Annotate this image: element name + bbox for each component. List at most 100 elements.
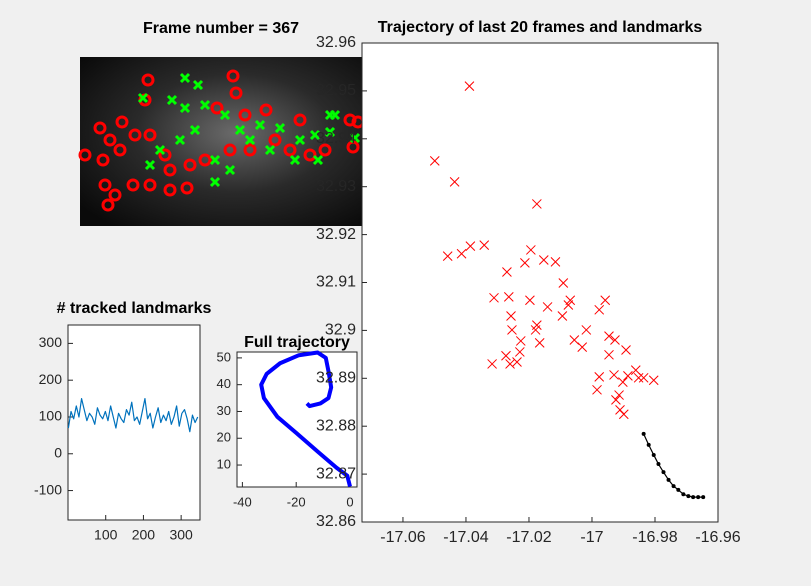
marker-dot [676,487,681,492]
marker-x [274,122,286,134]
marker-circle [158,148,172,162]
marker-circle [268,133,282,147]
marker-dot [661,470,666,475]
marker-x [309,129,321,141]
marker-x [179,102,191,114]
marker-dot [671,484,676,489]
marker-dot [641,431,646,436]
marker-circle [229,86,243,100]
marker-x [179,72,191,84]
marker-circle [141,73,155,87]
marker-x [254,119,266,131]
marker-x [464,81,475,91]
marker-x [531,199,542,209]
marker-x [289,154,301,166]
marker-x [349,132,361,144]
y-tick-label: 40 [217,376,231,391]
axes-box [361,42,719,523]
marker-x [244,134,256,146]
marker-circle [283,143,297,157]
marker-x [610,335,620,345]
marker-x [456,248,467,259]
y-tick-label: 0 [54,444,62,460]
x-tick-label: -16.98 [632,529,677,546]
marker-dot [656,462,661,467]
marker-x [264,144,276,156]
chart-title: Frame number = 367 [143,20,299,37]
marker-x [224,164,236,176]
marker-x [209,176,221,188]
y-tick-label: 32.91 [316,274,356,291]
x-tick-label: 300 [169,527,193,543]
marker-x [550,257,561,267]
marker-circle [318,143,332,157]
x-tick-label: 200 [132,527,156,543]
marker-x [487,359,497,369]
y-tick-label: 32.92 [316,226,356,243]
marker-circle [226,69,240,83]
y-tick-label: 32.95 [316,82,356,99]
marker-x [618,377,628,387]
marker-x [542,302,553,312]
marker-x [234,124,246,136]
marker-x [465,241,476,251]
y-tick-label: 32.88 [316,417,356,434]
y-tick-label: 10 [217,456,231,471]
marker-x [623,371,633,381]
marker-x [515,336,526,346]
y-tick-label: 32.89 [316,370,356,387]
marker-x [581,325,592,335]
marker-circle [180,181,194,195]
marker-x [600,295,611,306]
y-tick-label: 32.94 [316,130,356,147]
marker-circle [238,108,252,122]
marker-circle [115,115,129,129]
marker-circle [303,148,317,162]
marker-x [594,372,605,382]
marker-x [514,347,525,357]
marker-x [507,325,517,335]
marker-x [174,134,186,146]
marker-x [479,240,490,250]
marker-circle [96,153,110,167]
y-tick-label: 100 [39,408,63,424]
marker-x [502,267,512,277]
marker-x [618,409,629,420]
marker-x [166,94,178,106]
marker-x [592,384,602,395]
marker-x [137,92,149,104]
marker-x [525,295,535,306]
marker-x [557,311,568,321]
x-tick-label: 100 [94,527,118,543]
marker-x [442,251,453,262]
marker-dot [651,452,656,457]
line [67,397,199,433]
marker-circle [293,113,307,127]
marker-x [506,311,516,321]
marker-circle [93,121,107,135]
chart-title: Full trajectory [244,334,350,351]
marker-circle [259,103,273,117]
marker-x [594,304,605,315]
marker-circle [78,148,92,162]
axes-box [67,324,201,521]
marker-x [630,365,641,376]
marker-dot [686,494,691,499]
y-tick-label: 300 [39,334,63,350]
marker-x [312,154,324,166]
marker-circle [163,163,177,177]
x-tick-label: -17.06 [380,529,425,546]
y-tick-label: -100 [34,481,62,497]
y-tick-label: 32.96 [316,34,356,51]
marker-x [449,177,460,187]
marker-circle [103,133,117,147]
marker-circle [113,143,127,157]
marker-dot [666,477,671,482]
x-tick-label: -17.02 [506,529,551,546]
marker-x [569,335,580,345]
marker-dot [701,495,706,500]
marker-x [526,245,536,255]
marker-circle [223,143,237,157]
y-tick-label: 200 [39,371,63,387]
